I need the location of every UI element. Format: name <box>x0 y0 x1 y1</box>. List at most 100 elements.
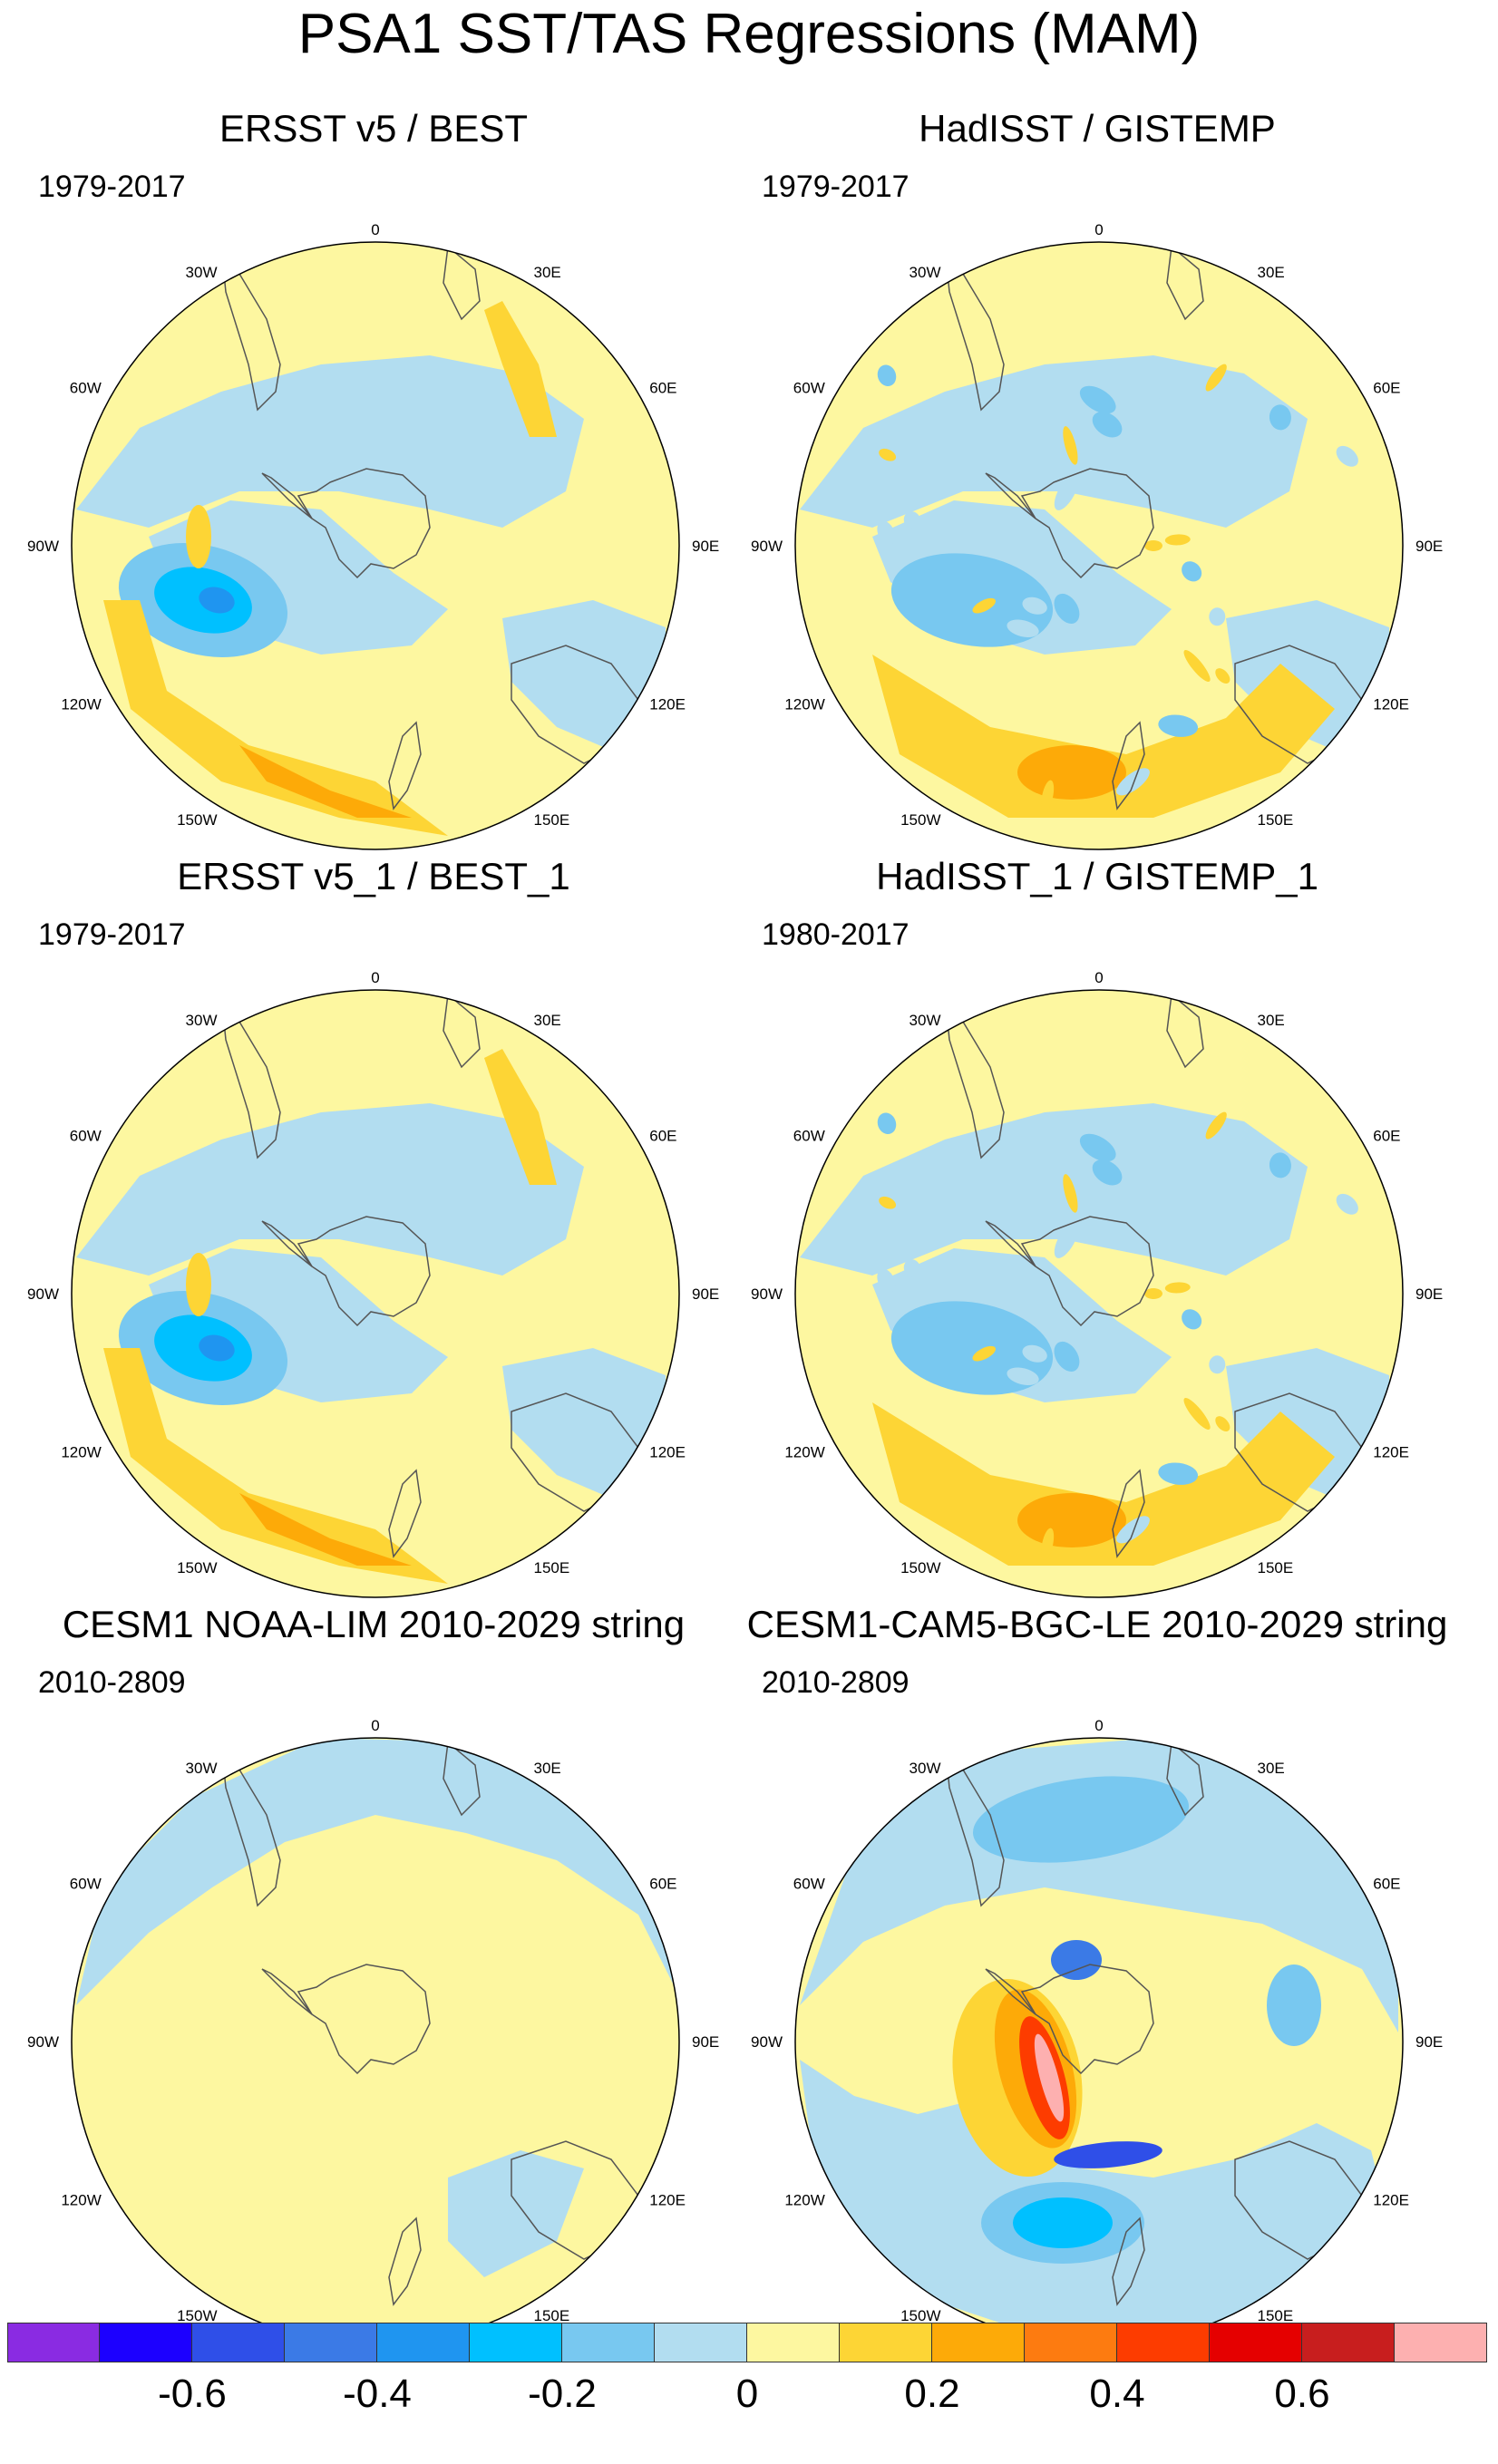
contour-speckle <box>1063 426 1078 465</box>
longitude-label-e60: 60E <box>649 380 676 397</box>
longitude-label-e150: 150E <box>1258 811 1294 829</box>
longitude-label-top: 0 <box>1094 969 1103 986</box>
contour-speckle <box>1054 593 1080 624</box>
peninsula-outline <box>261 472 313 519</box>
contour-speckle <box>1164 1282 1191 1294</box>
contour-fill <box>76 355 584 528</box>
contour-fill <box>76 1738 675 2005</box>
contour-fill <box>872 1402 1335 1566</box>
colorbar-swatch <box>1210 2323 1302 2362</box>
contour-fill <box>800 355 1308 528</box>
antarctica-outline <box>297 1964 431 2075</box>
contour-speckle <box>1336 1193 1358 1215</box>
longitude-label-w90: 90W <box>27 538 59 555</box>
longitude-label-e90: 90E <box>1415 1285 1443 1303</box>
longitude-label-w150: 150W <box>177 811 217 829</box>
contour-speckle <box>1116 1516 1150 1544</box>
contour-speckle <box>1183 1398 1211 1431</box>
longitude-label-w120: 120W <box>61 2192 101 2209</box>
longitude-label-e60: 60E <box>1373 1128 1400 1145</box>
longitude-label-e90: 90E <box>1415 2033 1443 2051</box>
longitude-label-top: 0 <box>1094 221 1103 238</box>
panel-title: HadISST_1 / GISTEMP_1 <box>876 855 1318 897</box>
map-boundary <box>794 241 1404 850</box>
longitude-label-w60: 60W <box>70 380 102 397</box>
colorbar-tick-label: 0.4 <box>1089 2372 1145 2416</box>
longitude-label-e150: 150E <box>1258 1559 1294 1576</box>
contour-speckle <box>1205 364 1227 392</box>
longitude-label-w120: 120W <box>61 1444 101 1461</box>
panel-period: 2010-2809 <box>762 1665 910 1700</box>
longitude-label-e60: 60E <box>1373 1876 1400 1893</box>
contour-speckle <box>877 520 896 546</box>
panel-period: 1979-2017 <box>38 917 186 952</box>
contour-speckle <box>1158 714 1199 737</box>
map-boundary <box>71 989 680 1598</box>
africa-outline <box>443 1741 481 1817</box>
colorbar-swatch <box>470 2323 562 2362</box>
contour-speckle <box>879 448 897 461</box>
panel-period: 1979-2017 <box>38 170 186 204</box>
contour-fill <box>484 301 557 437</box>
contour-speckle <box>903 1259 921 1277</box>
longitude-label-e150: 150E <box>534 811 570 829</box>
longitude-label-w60: 60W <box>70 1876 102 1893</box>
south-america-outline <box>220 1741 281 1907</box>
contour-speckle <box>1079 1133 1116 1162</box>
longitude-label-e150: 150E <box>534 1559 570 1576</box>
longitude-label-e150: 150E <box>1258 2307 1294 2324</box>
longitude-label-e60: 60E <box>1373 380 1400 397</box>
contour-speckle <box>1144 540 1162 551</box>
figure-title: PSA1 SST/TAS Regressions (MAM) <box>297 3 1201 65</box>
africa-outline <box>1166 993 1204 1069</box>
panel-title: CESM1 NOAA-LIM 2010-2029 string <box>62 1603 686 1645</box>
colorbar-swatch <box>377 2323 470 2362</box>
antarctica-outline <box>1020 1216 1154 1327</box>
colorbar-tick-label: 0.6 <box>1274 2372 1330 2416</box>
longitude-label-ne: 30E <box>534 1012 561 1029</box>
longitude-label-w120: 120W <box>61 696 101 713</box>
colorbar-swatch <box>747 2323 840 2362</box>
contour-fill <box>800 1738 1398 2032</box>
map-panel-6: 030E60E90E120E150E180150W120W90W60W30WCE… <box>744 1601 1451 2350</box>
map-boundary <box>71 241 680 850</box>
colorbar-swatch <box>1025 2323 1117 2362</box>
contour-speckle <box>1054 1341 1080 1372</box>
contour-fill <box>186 1253 211 1316</box>
contour-fill <box>502 600 666 754</box>
panel-title: ERSST v5 / BEST <box>219 107 528 150</box>
colorbar-swatch <box>655 2323 747 2362</box>
longitude-label-nw: 30W <box>186 1760 218 1777</box>
contour-fill <box>1013 2197 1113 2248</box>
contour-fill <box>186 505 211 568</box>
contour-fill <box>76 1103 584 1276</box>
contour-fill <box>448 2150 584 2277</box>
longitude-label-e120: 120E <box>649 2192 686 2209</box>
new-zealand-outline <box>388 2217 422 2306</box>
contour-fill <box>1017 1493 1126 1547</box>
new-zealand-outline <box>1112 1469 1145 1558</box>
contour-speckle <box>1205 1111 1227 1140</box>
panel-title: HadISST / GISTEMP <box>919 107 1276 150</box>
contour-speckle <box>1209 607 1226 626</box>
longitude-label-e90: 90E <box>692 2033 719 2051</box>
africa-outline <box>1166 1741 1204 1817</box>
longitude-label-w120: 120W <box>784 1444 824 1461</box>
panel-title: CESM1-CAM5-BGC-LE 2010-2029 string <box>746 1603 1448 1645</box>
longitude-label-top: 0 <box>371 1717 379 1734</box>
longitude-label-ne: 30E <box>534 1760 561 1777</box>
peninsula-outline <box>261 1968 313 2015</box>
contour-speckle <box>877 364 897 387</box>
longitude-label-e60: 60E <box>649 1128 676 1145</box>
contour-fill <box>1054 2141 1162 2168</box>
contour-speckle <box>1215 1416 1230 1432</box>
antarctica-outline <box>1020 1964 1154 2075</box>
longitude-label-w120: 120W <box>784 2192 824 2209</box>
contour-speckle <box>1182 561 1202 582</box>
contour-speckle <box>903 511 921 529</box>
contour-speckle <box>972 597 997 614</box>
contour-fill <box>1051 1940 1102 1980</box>
panel-title: ERSST v5_1 / BEST_1 <box>177 855 570 897</box>
longitude-label-w150: 150W <box>900 811 940 829</box>
colorbar-swatch <box>840 2323 932 2362</box>
